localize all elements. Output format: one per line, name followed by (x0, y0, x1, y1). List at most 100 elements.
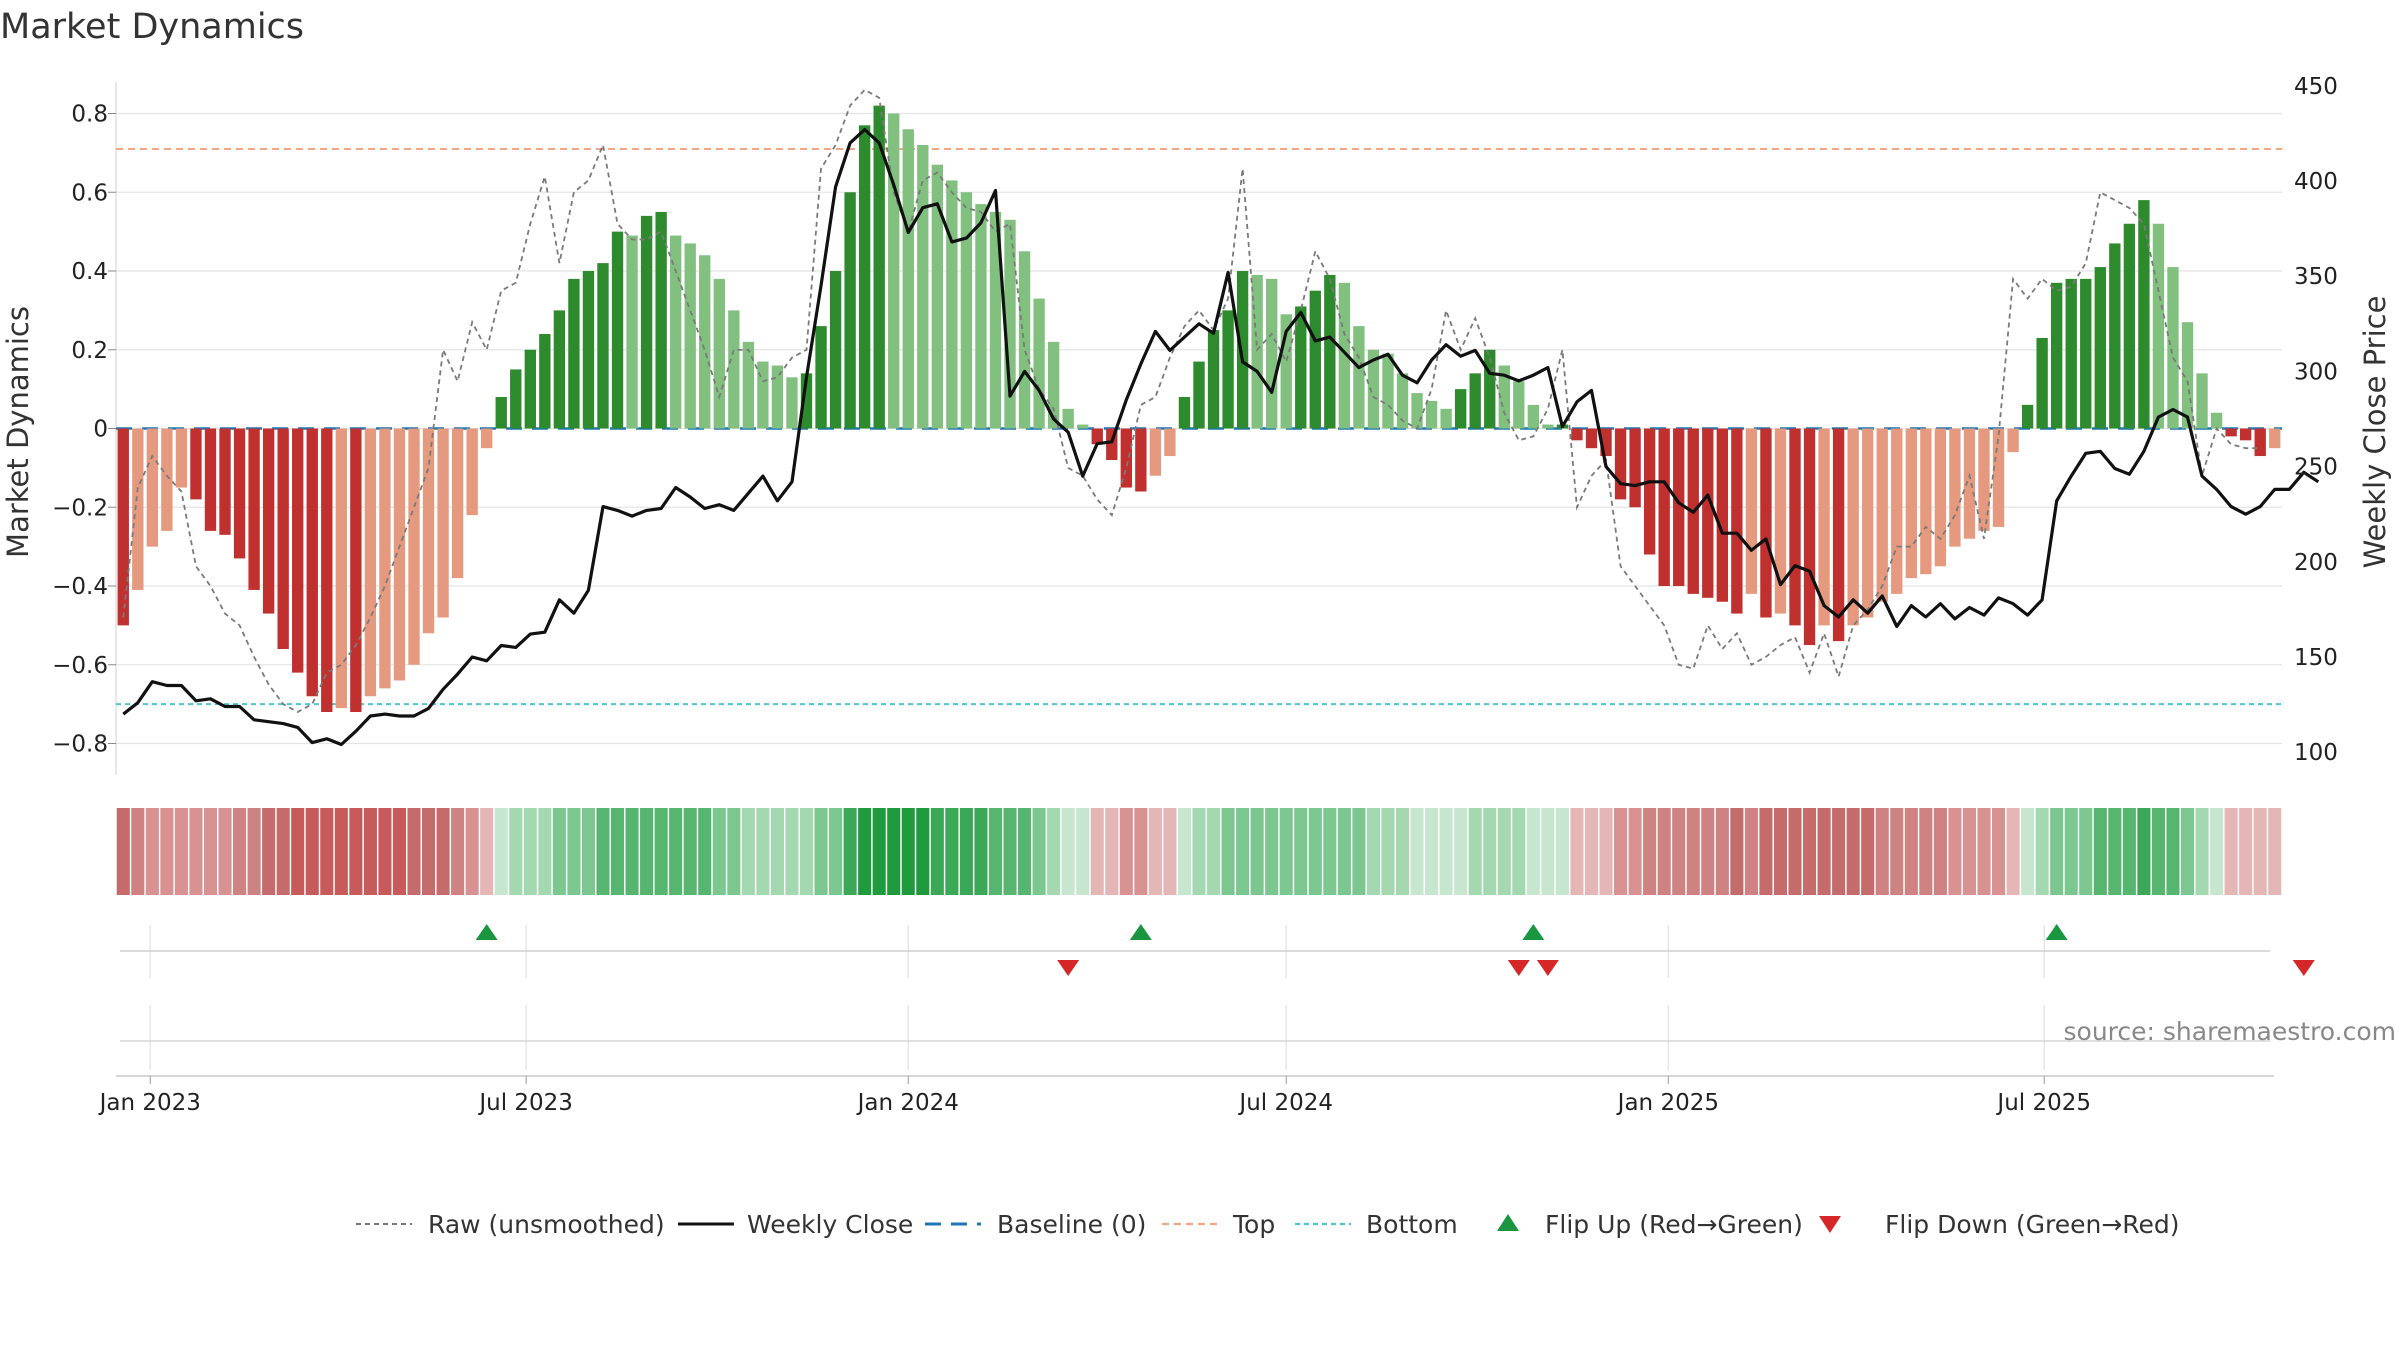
dynamics-bar (1266, 278, 1278, 429)
dynamics-bar (1280, 314, 1292, 429)
dynamics-bar (1440, 408, 1452, 429)
state-cell (1250, 808, 1264, 895)
state-cell (1744, 808, 1758, 895)
y-tick-label: −0.2 (52, 495, 108, 521)
state-cell (1366, 808, 1380, 895)
dynamics-bar (1891, 428, 1903, 594)
state-cell (291, 808, 305, 895)
state-cell (1018, 808, 1032, 895)
flip-up-marker (1129, 924, 1152, 940)
dynamics-bar (568, 278, 580, 429)
state-cell (203, 808, 218, 895)
state-cell (1962, 808, 1976, 895)
state-cell (523, 808, 537, 895)
state-cell (1497, 808, 1511, 895)
state-cell (552, 808, 566, 895)
weekly-close-series (122, 128, 2320, 747)
legend-label: Baseline (0) (997, 1210, 1146, 1239)
dynamics-bar (2109, 243, 2121, 429)
legend-label: Bottom (1366, 1210, 1458, 1239)
state-cell (1090, 808, 1104, 895)
legend: Raw (unsmoothed) Weekly Close Baseline (0)… (356, 1210, 2180, 1239)
state-cell (1904, 808, 1918, 895)
dynamics-bar (989, 211, 1002, 429)
dynamics-bar (539, 334, 551, 429)
state-cell (1105, 808, 1119, 895)
state-cell (2108, 808, 2122, 895)
state-cell (858, 808, 872, 895)
legend-label: Flip Up (Red→Green) (1545, 1210, 1803, 1239)
dynamics-bar (204, 428, 217, 531)
state-cell (1323, 808, 1337, 895)
y-tick-label: 0.8 (71, 102, 108, 128)
dynamics-bar (1643, 428, 1656, 555)
dynamics-bar (1324, 274, 1336, 429)
state-cell (2006, 808, 2020, 895)
dynamics-bar (1164, 428, 1176, 457)
state-cell (233, 808, 247, 895)
state-cell (1846, 808, 1860, 895)
state-cell (1686, 808, 1700, 895)
dynamics-bar (1949, 428, 1961, 547)
dynamics-bar (742, 341, 755, 429)
dynamics-bar (335, 428, 347, 709)
state-cell (1352, 808, 1366, 895)
dynamics-bar (2269, 428, 2281, 449)
dynamics-bar (1004, 219, 1016, 429)
state-cell (451, 808, 465, 895)
state-cell (1643, 808, 1657, 895)
y2-tick-label: 450 (2294, 74, 2338, 100)
state-cell (1236, 808, 1250, 895)
x-tick-label: Jul 2025 (1995, 1090, 2091, 1116)
dynamics-bar (858, 125, 871, 429)
state-cell (262, 808, 276, 895)
dynamics-bar (364, 428, 377, 697)
dynamics-bar (422, 428, 435, 634)
dynamics-bar (1789, 428, 1801, 626)
state-cell (1614, 808, 1628, 895)
state-cell (1337, 808, 1351, 895)
dynamics-bar (684, 243, 696, 429)
dynamics-bar (2138, 200, 2150, 429)
dynamics-bar (2196, 373, 2208, 429)
dynamics-bar (233, 428, 246, 559)
state-cell (2021, 808, 2035, 895)
state-cell (901, 808, 915, 895)
state-cell (683, 808, 697, 895)
dynamics-bar (277, 428, 289, 649)
state-cell (247, 808, 261, 895)
state-cell (930, 808, 944, 895)
state-cell (407, 808, 421, 895)
state-cell (756, 808, 770, 895)
dynamics-bar (2065, 278, 2077, 429)
x-tick-label: Jan 2024 (856, 1090, 959, 1116)
state-cell (2239, 808, 2253, 895)
dynamics-bar (321, 428, 333, 712)
dynamics-bar (917, 145, 929, 429)
state-cell (1759, 808, 1773, 895)
dynamics-bar (2123, 223, 2136, 429)
dynamics-bar (1484, 349, 1496, 429)
state-cell (770, 808, 784, 895)
flip-markers (120, 924, 2315, 1070)
state-cell (581, 808, 595, 895)
dynamics-bar (1033, 298, 1045, 429)
state-cell (2166, 808, 2180, 895)
state-cell (625, 808, 639, 895)
dynamics-bar (2254, 428, 2266, 457)
flip-down-marker (2292, 960, 2315, 976)
state-cell (1832, 808, 1846, 895)
dynamics-bar (350, 428, 362, 712)
state-cell (785, 808, 799, 895)
state-cell (1279, 808, 1293, 895)
state-cell (567, 808, 581, 895)
state-cell (1599, 808, 1613, 895)
dynamics-bar (1847, 428, 1859, 626)
dynamics-bar (553, 310, 566, 429)
dynamics-bar (1513, 381, 1525, 429)
dynamics-bar (670, 235, 682, 429)
state-cell (1483, 808, 1497, 895)
dynamics-bar (757, 361, 769, 429)
state-cell (480, 808, 494, 895)
